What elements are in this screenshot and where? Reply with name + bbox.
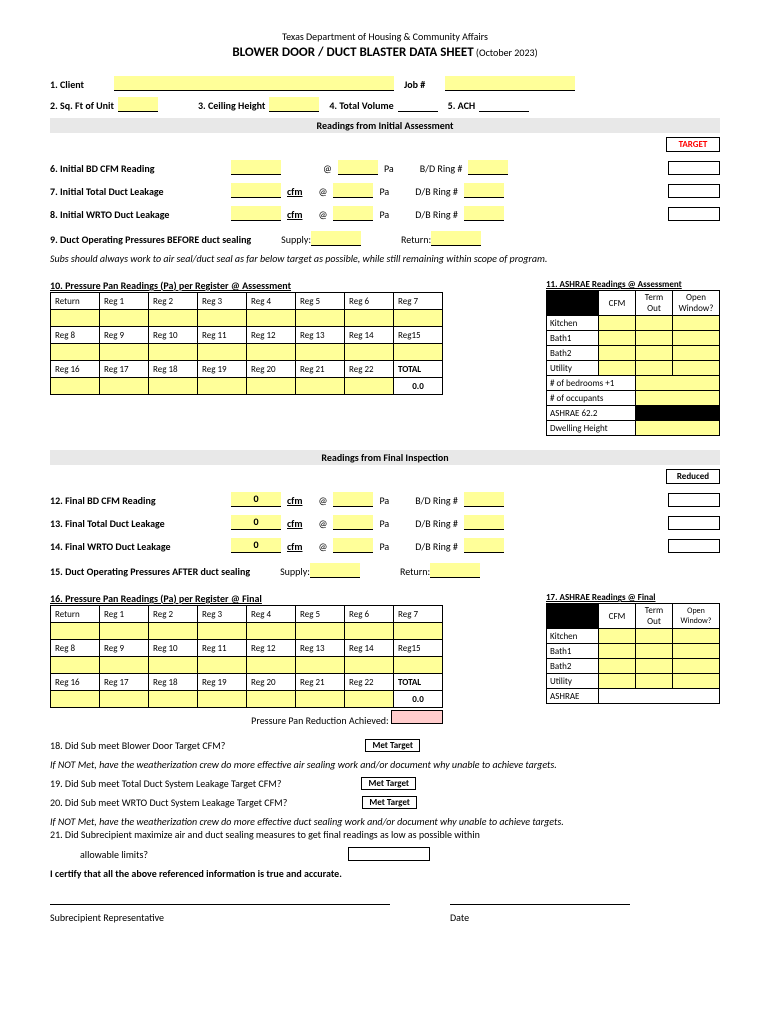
r6-ring[interactable] xyxy=(468,160,508,175)
r19-label: 19. Did Sub meet Total Duct System Leaka… xyxy=(50,777,281,790)
r7-label: 7. Initial Total Duct Leakage xyxy=(50,185,225,198)
pa2: Pa xyxy=(379,185,389,198)
r18-result: Met Target xyxy=(365,739,420,752)
note18: If NOT Met, have the weatherization crew… xyxy=(50,758,720,771)
reduced-box: Reduced xyxy=(666,469,720,484)
r21-input[interactable] xyxy=(348,847,430,861)
note9: Subs should always work to air seal/duct… xyxy=(50,252,720,265)
volume-input[interactable] xyxy=(398,97,438,112)
certify: I certify that all the above referenced … xyxy=(50,867,720,880)
cfm: cfm xyxy=(287,185,302,198)
db-ring: D/B Ring # xyxy=(415,185,458,198)
ceiling-input[interactable] xyxy=(269,97,319,112)
client-input[interactable] xyxy=(114,76,394,91)
sig-date-line[interactable] xyxy=(450,904,630,905)
pp-reduction-box xyxy=(391,710,443,724)
bd-ring: B/D Ring # xyxy=(420,162,463,175)
form-date: (October 2023) xyxy=(476,46,538,59)
form-title: BLOWER DOOR / DUCT BLASTER DATA SHEET xyxy=(232,45,473,60)
r8-val[interactable] xyxy=(231,206,281,221)
supply-label: Supply: xyxy=(281,233,311,246)
r10-label: 10. Pressure Pan Readings (Pa) per Regis… xyxy=(50,279,443,292)
pp-return: Return xyxy=(51,293,100,310)
r7-val[interactable] xyxy=(231,183,281,198)
r12-val[interactable]: 0 xyxy=(231,492,281,507)
r18-label: 18. Did Sub meet Blower Door Target CFM? xyxy=(50,739,225,752)
r13-label: 13. Final Total Duct Leakage xyxy=(50,517,225,530)
at: @ xyxy=(323,162,332,175)
r6-label: 6. Initial BD CFM Reading xyxy=(50,162,225,175)
at3: @ xyxy=(318,208,327,221)
db-ring2: D/B Ring # xyxy=(415,208,458,221)
supply-input[interactable] xyxy=(311,231,361,246)
r16-label: 16. Pressure Pan Readings (Pa) per Regis… xyxy=(50,592,443,605)
r6-val[interactable] xyxy=(231,160,281,175)
r20-result: Met Target xyxy=(362,796,417,809)
ach-input[interactable] xyxy=(479,97,529,112)
r17-label: 17. ASHRAE Readings @ Final xyxy=(546,592,720,603)
ceiling-label: 3. Ceiling Height xyxy=(198,99,265,112)
ashrae-final: CFM Term Out Open Window? Kitchen Bath1 … xyxy=(546,603,720,704)
sig-rep-line[interactable] xyxy=(50,904,390,905)
r20-label: 20. Did Sub meet WRTO Duct System Leakag… xyxy=(50,796,287,809)
r21b-label: allowable limits? xyxy=(80,848,148,861)
cfm2: cfm xyxy=(287,208,302,221)
return-input[interactable] xyxy=(431,231,481,246)
volume-label: 4. Total Volume xyxy=(329,99,393,112)
r19-result: Met Target xyxy=(361,777,416,790)
r8-pa[interactable] xyxy=(333,206,373,221)
r11-label: 11. ASHRAE Readings @ Assessment xyxy=(546,279,720,290)
job-input[interactable] xyxy=(445,76,575,91)
sqft-input[interactable] xyxy=(118,97,158,112)
r8-label: 8. Initial WRTO Duct Leakage xyxy=(50,208,225,221)
return-label: Return: xyxy=(401,233,431,246)
section-initial: Readings from Initial Assessment xyxy=(50,118,720,133)
client-label: 1. Client xyxy=(50,78,84,91)
ach-label: 5. ACH xyxy=(448,99,476,112)
section11: 11. ASHRAE Readings @ Assessment CFM Ter… xyxy=(546,279,720,436)
r21-label: 21. Did Subrecipient maximize air and du… xyxy=(50,828,720,841)
r8-target[interactable] xyxy=(668,207,720,221)
note20: If NOT Met, have the weatherization crew… xyxy=(50,815,720,828)
ashrae-assessment: CFM Term Out Open Window? Kitchen Bath1 … xyxy=(546,290,720,436)
section17: 17. ASHRAE Readings @ Final CFM Term Out… xyxy=(546,592,720,704)
r7-pa[interactable] xyxy=(333,183,373,198)
at2: @ xyxy=(318,185,327,198)
sig-date-label: Date xyxy=(450,911,469,924)
section16: 16. Pressure Pan Readings (Pa) per Regis… xyxy=(50,592,443,727)
target-box: TARGET xyxy=(666,137,720,152)
r12-label: 12. Final BD CFM Reading xyxy=(50,494,225,507)
pp-reduction-label: Pressure Pan Reduction Achieved: xyxy=(251,714,389,727)
pa: Pa xyxy=(384,162,394,175)
pressure-pan-assessment: Return Reg 1Reg 2Reg 3Reg 4Reg 5Reg 6Reg… xyxy=(50,292,443,395)
job-label: Job # xyxy=(404,78,425,91)
title-row: BLOWER DOOR / DUCT BLASTER DATA SHEET (O… xyxy=(50,45,720,60)
sig-rep-label: Subrecipient Representative xyxy=(50,911,390,924)
r7-target[interactable] xyxy=(668,184,720,198)
header-block: Texas Department of Housing & Community … xyxy=(50,30,720,60)
section-final: Readings from Final Inspection xyxy=(50,450,720,465)
sqft-label: 2. Sq. Ft of Unit xyxy=(50,99,114,112)
pressure-pan-final: Return Reg 1Reg 2Reg 3Reg 4Reg 5Reg 6Reg… xyxy=(50,605,443,708)
r14-label: 14. Final WRTO Duct Leakage xyxy=(50,540,225,553)
r8-ring[interactable] xyxy=(464,206,504,221)
pa3: Pa xyxy=(379,208,389,221)
section10: 10. Pressure Pan Readings (Pa) per Regis… xyxy=(50,279,443,395)
r6-target[interactable] xyxy=(668,161,720,175)
r9-label: 9. Duct Operating Pressures BEFORE duct … xyxy=(50,233,251,246)
r15-label: 15. Duct Operating Pressures AFTER duct … xyxy=(50,565,250,578)
dept-name: Texas Department of Housing & Community … xyxy=(50,30,720,43)
r7-ring[interactable] xyxy=(464,183,504,198)
r6-pa[interactable] xyxy=(338,160,378,175)
